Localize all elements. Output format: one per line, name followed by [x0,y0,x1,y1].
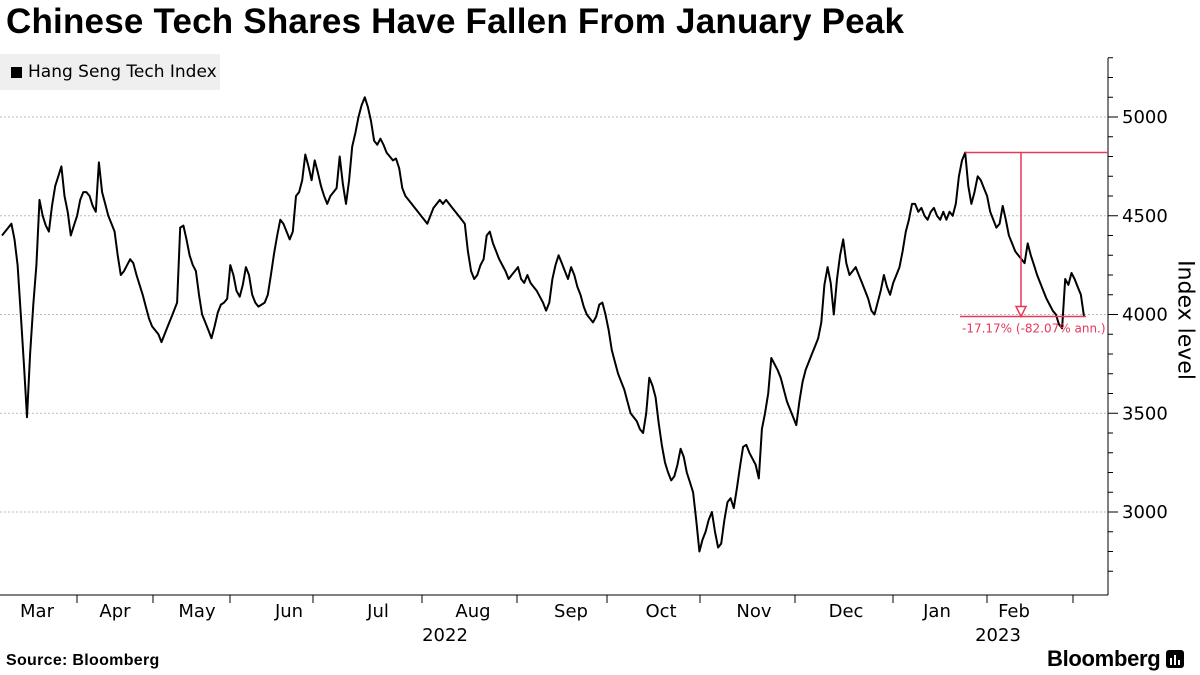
x-tick-label: Feb [998,601,1030,622]
y-tick-label: 3500 [1122,403,1168,424]
annotation-arrow-head [1014,305,1028,319]
legend-swatch [11,66,22,78]
brand-name: Bloomberg [1047,646,1161,671]
y-axis-label: Index level [1172,260,1198,380]
x-tick-label: Dec [829,601,864,622]
x-tick-label: Aug [455,601,490,622]
brand-logo: Bloomberg [1047,646,1185,672]
legend: Hang Seng Tech Index [0,54,220,90]
x-year-label: 2023 [975,625,1021,646]
source-note: Source: Bloomberg [6,652,160,669]
x-tick-label: Nov [736,601,771,622]
x-tick-label: Sep [554,601,588,622]
x-tick-label: Mar [20,601,55,622]
x-tick-label: Jul [366,601,389,622]
annotation-label: -17.17% (-82.07% ann.) [962,321,1106,335]
y-tick-label: 3000 [1122,502,1168,523]
x-tick-label: Oct [645,601,676,622]
series-line-hang-seng-tech [1,96,1085,553]
x-tick-label: Jan [922,601,951,622]
legend-label: Hang Seng Tech Index [28,62,217,82]
y-tick-label: 5000 [1122,107,1168,128]
x-tick-label: Jun [274,601,303,622]
x-tick-label: Apr [99,601,131,622]
bloomberg-terminal-icon [1166,650,1185,668]
x-tick-label: May [178,601,216,622]
x-year-label: 2022 [422,625,468,646]
y-tick-label: 4500 [1122,206,1168,227]
y-tick-label: 4000 [1122,305,1168,326]
chart-title: Chinese Tech Shares Have Fallen From Jan… [6,2,905,41]
